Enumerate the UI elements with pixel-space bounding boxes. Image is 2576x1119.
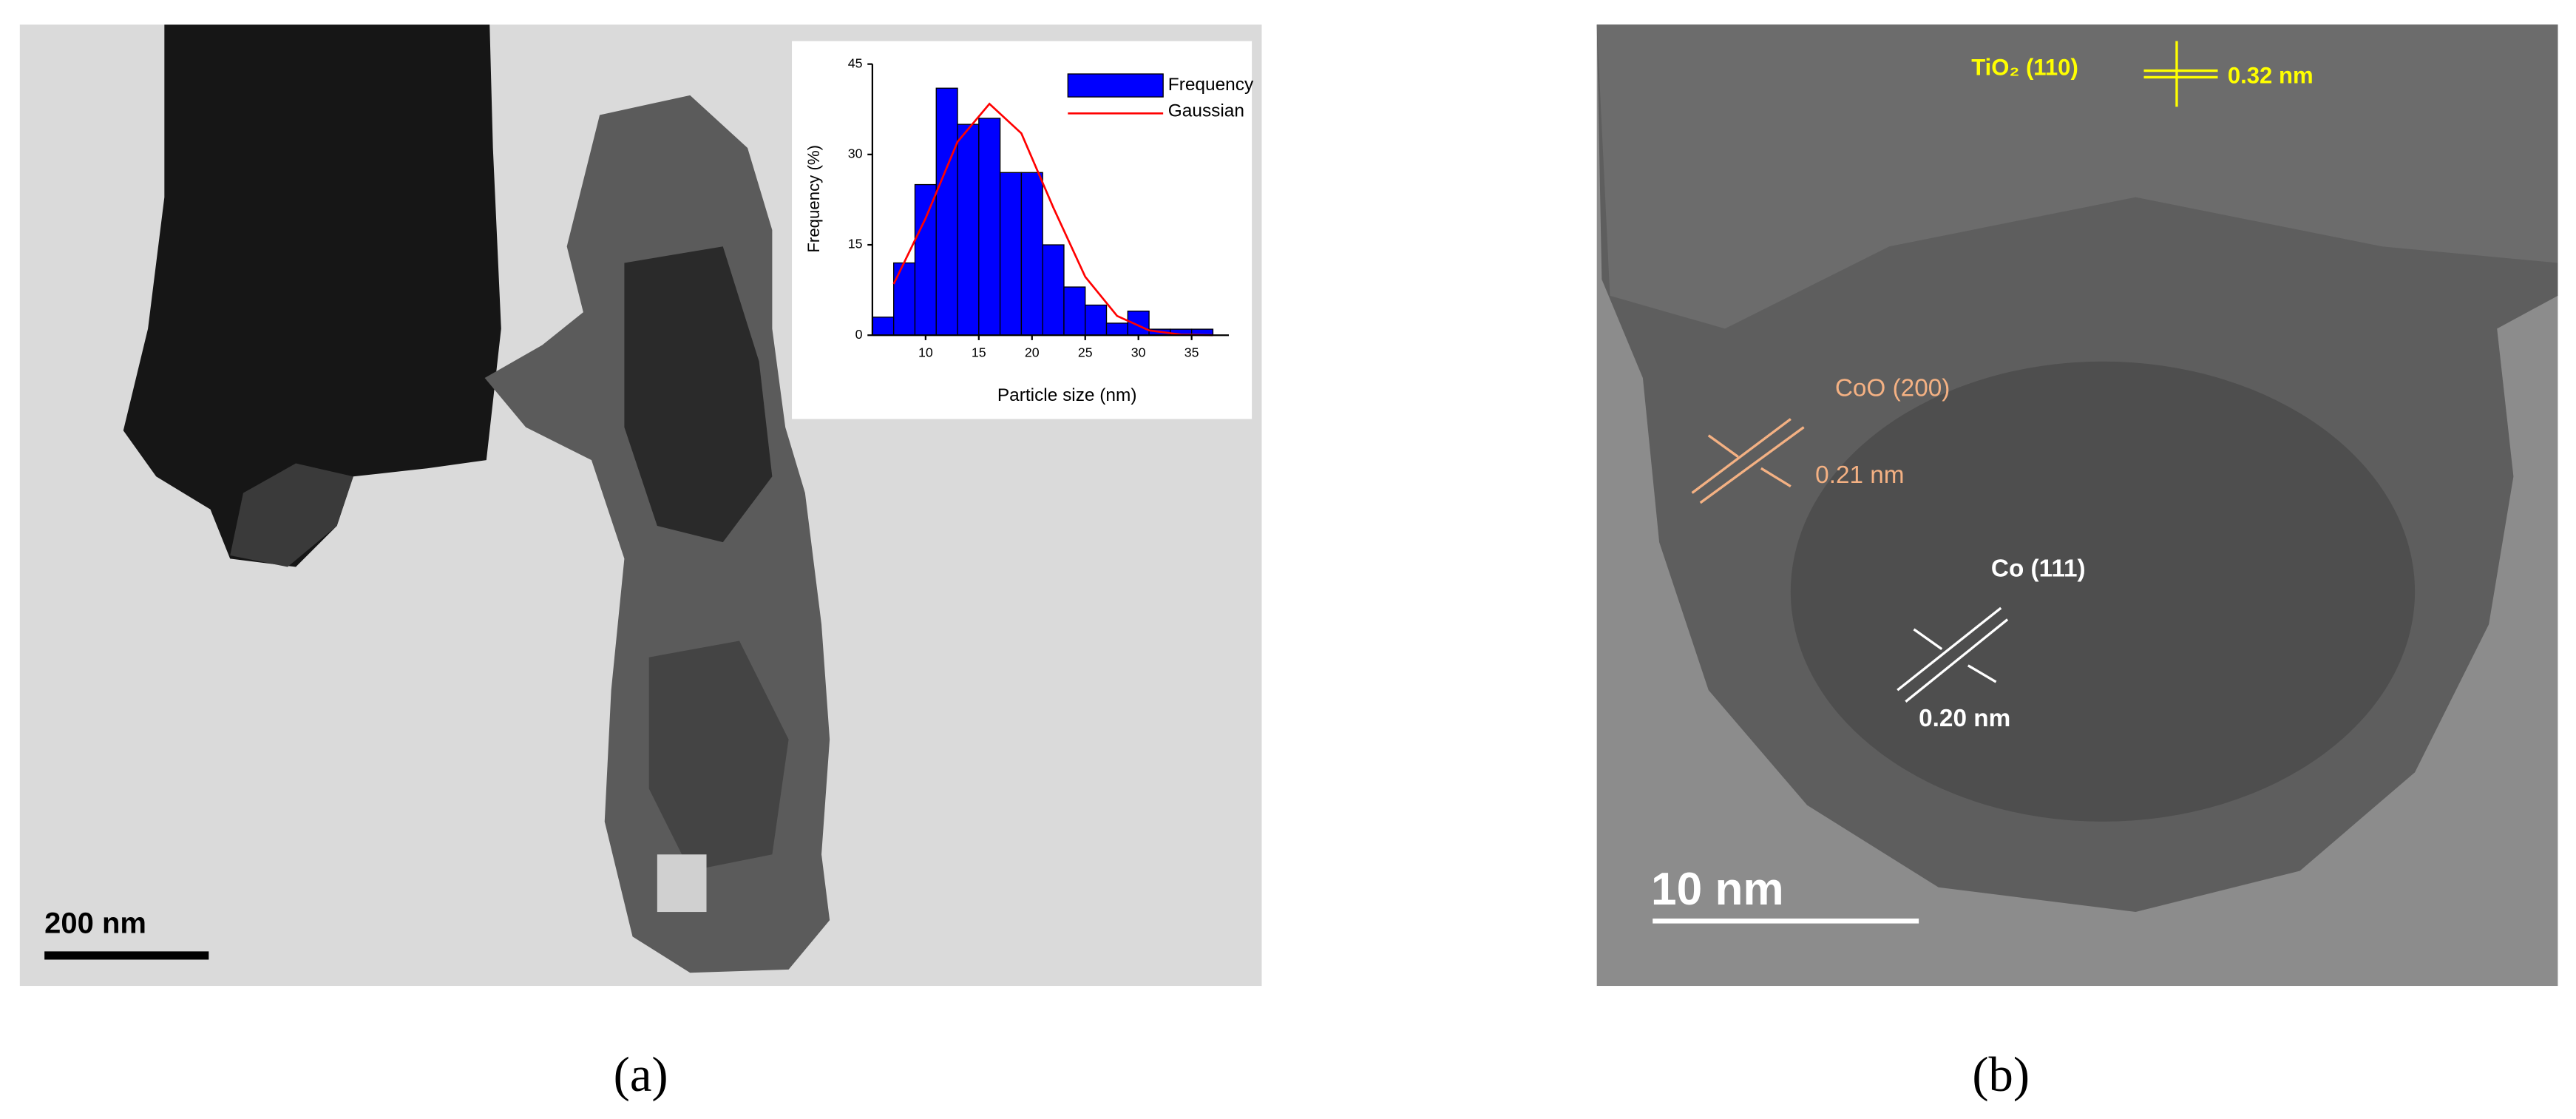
annotation: TiO₂ (110) — [1971, 55, 2078, 81]
inset-chart: 0 15 30 45 10 15 20 25 30 35 Particle size (nm) Fre… — [804, 55, 1254, 405]
bar — [1127, 310, 1150, 336]
annotation: 0.32 nm — [2228, 63, 2314, 89]
x-axis-label: Particle size (nm) — [997, 385, 1137, 405]
lattice-fringes — [1691, 41, 2218, 703]
annotation: CoO (200) — [1835, 374, 1950, 402]
y-tick-label: 45 — [848, 55, 863, 70]
bar — [1020, 172, 1043, 336]
panel-label: (a) — [614, 1048, 668, 1102]
annotation: 0.20 nm — [1919, 705, 2010, 732]
y-axis-label: Frequency (%) — [804, 145, 823, 253]
x-tick-label: 20 — [1025, 345, 1040, 359]
bar — [1085, 304, 1108, 336]
scale-bar — [1653, 918, 1919, 924]
bar — [978, 118, 1001, 336]
scale-bar — [44, 951, 209, 960]
bar — [893, 262, 916, 336]
y-tick-label: 0 — [855, 327, 863, 342]
gaussian-curve — [892, 102, 1213, 337]
bar — [999, 172, 1023, 336]
y-tick-label: 30 — [848, 146, 863, 161]
bar — [1063, 286, 1086, 336]
panel-label: (b) — [1972, 1048, 2030, 1102]
x-tick-label: 30 — [1131, 345, 1146, 359]
y-tick-label: 15 — [848, 237, 863, 251]
annotation: Co (111) — [1991, 555, 2086, 583]
x-tick-label: 25 — [1078, 345, 1093, 359]
bar — [935, 87, 958, 336]
x-tick-label: 15 — [972, 345, 986, 359]
bar — [1042, 244, 1065, 336]
bar — [957, 124, 980, 336]
scale-bar-label: 10 nm — [1651, 864, 1784, 915]
x-tick-label: 10 — [918, 345, 933, 359]
bar — [914, 183, 937, 336]
x-tick-label: 35 — [1184, 345, 1199, 359]
annotation: 0.21 nm — [1815, 462, 1904, 489]
legend-label: Frequency — [1168, 75, 1254, 95]
legend-label: Gaussian — [1168, 101, 1244, 121]
bar — [1105, 322, 1128, 336]
scale-bar-label: 200 nm — [44, 907, 146, 939]
tem-image-b — [1596, 24, 2558, 987]
bar — [872, 317, 895, 336]
legend-swatch — [1067, 73, 1164, 98]
